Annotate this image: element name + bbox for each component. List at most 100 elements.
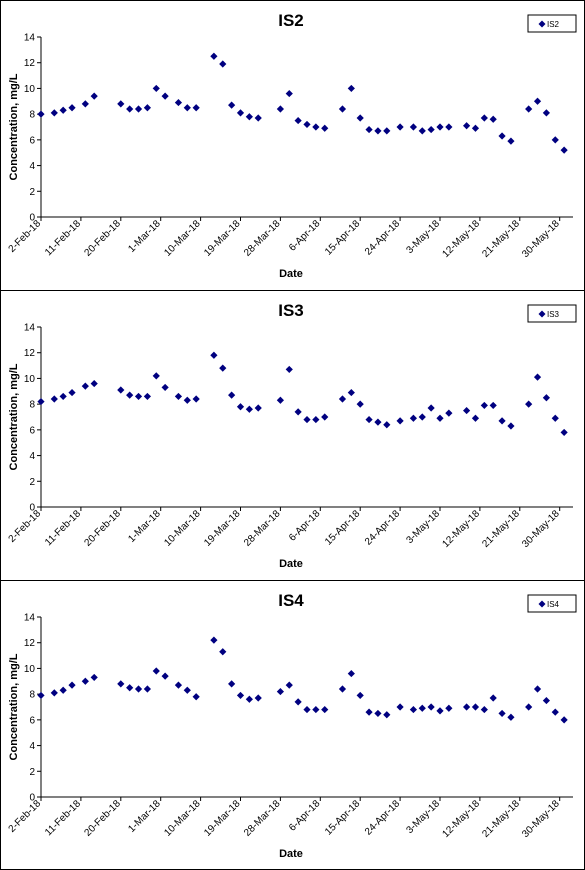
series-is2: [37, 52, 568, 154]
x-tick-label: 15-Apr-18: [323, 218, 363, 258]
data-point: [236, 691, 245, 700]
data-point: [219, 364, 227, 372]
y-tick-label: 14: [24, 323, 36, 334]
y-tick-label: 6: [29, 425, 35, 436]
data-point: [525, 400, 533, 408]
data-point: [471, 703, 480, 711]
y-tick-label: 12: [24, 638, 36, 649]
series-is4: [37, 636, 568, 724]
x-tick-label: 12-May-18: [440, 508, 482, 550]
data-point: [134, 105, 143, 113]
data-point: [396, 123, 404, 131]
data-point: [81, 100, 89, 108]
chart-panel-is4: IS4 0 2 4 6 8 10 12 14 2-Feb-18 11-Feb-18 20-Feb-18…: [0, 580, 585, 870]
x-axis-title: Date: [279, 848, 303, 860]
y-tick-label: 2: [29, 767, 35, 778]
data-point: [409, 705, 417, 714]
x-tick-label: 6-Apr-18: [287, 798, 323, 834]
data-point: [236, 109, 245, 117]
data-point: [117, 386, 125, 394]
x-tick-label: 28-Mar-18: [242, 218, 283, 259]
data-point: [303, 415, 311, 424]
x-tick-label: 15-Apr-18: [323, 508, 363, 548]
x-axis-title: Date: [279, 558, 303, 570]
data-point: [276, 396, 284, 404]
legend-label: IS4: [547, 600, 560, 609]
y-tick-label: 14: [24, 33, 36, 44]
data-point: [463, 122, 471, 130]
data-point: [254, 114, 262, 122]
legend: IS2: [527, 14, 577, 33]
x-tick-label: 12-May-18: [440, 218, 482, 260]
data-point: [498, 417, 506, 425]
data-point: [192, 693, 200, 701]
x-tick-label: 3-May-18: [404, 218, 442, 256]
data-point: [418, 413, 426, 421]
x-tick-label: 2-Feb-18: [7, 508, 44, 545]
data-point: [183, 396, 191, 404]
data-point: [294, 408, 302, 416]
data-point: [409, 123, 417, 131]
data-point: [59, 392, 67, 401]
data-point: [81, 382, 89, 390]
data-point: [525, 703, 533, 711]
x-tick-label: 21-May-18: [480, 508, 522, 550]
data-point: [471, 124, 480, 132]
chart-title: IS2: [278, 11, 304, 30]
data-point: [59, 106, 67, 114]
data-point: [507, 713, 515, 721]
data-point: [161, 672, 169, 680]
data-point: [81, 677, 89, 685]
legend: IS3: [527, 304, 577, 323]
x-axis-title: Date: [279, 268, 303, 280]
data-point: [445, 409, 453, 417]
x-tick-label: 1-Mar-18: [126, 798, 163, 835]
data-point: [498, 132, 506, 140]
data-point: [365, 125, 373, 134]
data-point: [321, 705, 329, 714]
x-tick-label: 24-Apr-18: [363, 798, 403, 838]
data-point: [210, 636, 218, 644]
data-point: [409, 414, 417, 422]
legend: IS4: [527, 594, 577, 613]
x-tick-label: 28-Mar-18: [242, 798, 283, 839]
y-tick-label: 4: [29, 161, 35, 172]
data-point: [37, 691, 45, 700]
data-point: [551, 708, 559, 716]
data-point: [436, 414, 444, 422]
data-point: [396, 703, 404, 711]
data-point: [174, 98, 183, 107]
data-point: [192, 104, 200, 112]
data-point: [445, 704, 453, 712]
data-point: [285, 365, 293, 374]
data-point: [480, 114, 488, 122]
data-point: [50, 395, 58, 403]
legend-marker: [538, 20, 546, 28]
x-tick-label: 24-Apr-18: [363, 218, 403, 258]
data-point: [312, 415, 320, 424]
x-tick-label: 30-May-18: [520, 798, 562, 840]
data-point: [356, 114, 364, 122]
data-point: [143, 104, 151, 112]
data-point: [551, 136, 559, 144]
data-point: [210, 351, 218, 359]
data-point: [303, 705, 311, 714]
chart-svg: IS3 0 2 4 6 8 10 12 14 2-Feb-18 11-Feb-18 20-Feb-18…: [7, 301, 577, 570]
data-point: [245, 405, 253, 413]
data-point: [174, 681, 183, 689]
data-point: [126, 684, 134, 692]
data-point: [285, 89, 293, 98]
chart-svg: IS2 0 2 4 6 8 10 12 14 2-Feb-18 11-Feb-18 20-Feb-18…: [7, 11, 577, 280]
data-point: [117, 100, 125, 108]
data-point: [285, 681, 293, 689]
x-tick-label: 10-Mar-18: [162, 218, 203, 259]
x-tick-label: 21-May-18: [480, 218, 522, 260]
data-point: [50, 109, 58, 117]
x-tick-label: 30-May-18: [520, 508, 562, 550]
data-point: [498, 709, 506, 718]
data-point: [68, 681, 76, 689]
data-point: [507, 137, 515, 145]
data-point: [551, 414, 559, 422]
y-tick-label: 10: [24, 664, 36, 675]
x-tick-label: 12-May-18: [440, 798, 482, 840]
